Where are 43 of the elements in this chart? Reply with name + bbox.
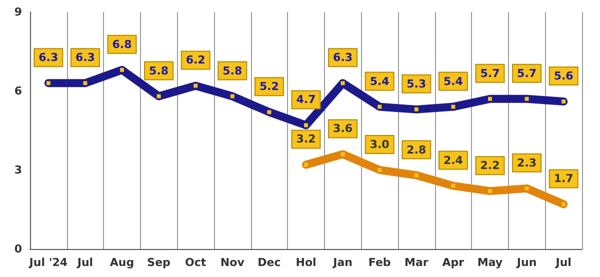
- y-tick-label: 0: [14, 242, 22, 256]
- x-tick-label: Jul: [76, 256, 94, 269]
- x-tick-label: Jun: [516, 256, 537, 269]
- y-tick-label: 6: [14, 84, 22, 98]
- data-label: 5.7: [480, 66, 500, 80]
- data-label: 6.3: [75, 51, 95, 64]
- data-label: 2.4: [443, 154, 464, 167]
- data-label: 5.2: [259, 80, 279, 94]
- point: [560, 201, 567, 208]
- x-tick-label: Nov: [220, 256, 246, 269]
- x-tick-label: Sep: [147, 256, 171, 269]
- x-tick-label: Mar: [404, 256, 429, 269]
- y-tick-label: 9: [14, 6, 22, 18]
- data-label: 3.0: [370, 138, 390, 151]
- y-tick-label: 3: [14, 164, 22, 176]
- x-tick-label: Feb: [368, 256, 391, 269]
- data-label: 2.8: [406, 143, 426, 156]
- data-label: 5.8: [149, 64, 169, 78]
- x-tick-label: Dec: [258, 256, 281, 269]
- data-label: 6.2: [186, 54, 206, 67]
- x-tick-label: Apr: [442, 256, 465, 269]
- data-label: 5.8: [222, 64, 242, 78]
- data-label: 3.2: [296, 132, 316, 146]
- data-label: 2.3: [517, 156, 537, 170]
- x-tick-label: Hol: [296, 256, 316, 269]
- data-label: 6.8: [112, 38, 132, 51]
- data-label: 5.4: [370, 74, 390, 88]
- x-tick-label: Oct: [185, 256, 206, 269]
- data-label: 5.6: [554, 70, 574, 83]
- data-label: 6.3: [38, 51, 58, 64]
- data-label: 5.7: [517, 66, 537, 80]
- x-tick-label: Jul: [554, 256, 572, 269]
- x-tick-label: Jul '24: [28, 256, 68, 269]
- x-tick-label: May: [477, 256, 503, 269]
- x-tick-label: Aug: [110, 256, 134, 269]
- data-label: 2.2: [480, 159, 500, 172]
- data-label: 3.6: [333, 122, 353, 136]
- data-label: 5.3: [406, 77, 426, 90]
- x-tick-label: Jan: [332, 256, 352, 269]
- data-label: 1.7: [554, 172, 574, 186]
- data-label: 6.3: [333, 51, 353, 64]
- data-label: 4.7: [296, 93, 316, 106]
- data-label: 5.4: [443, 74, 464, 88]
